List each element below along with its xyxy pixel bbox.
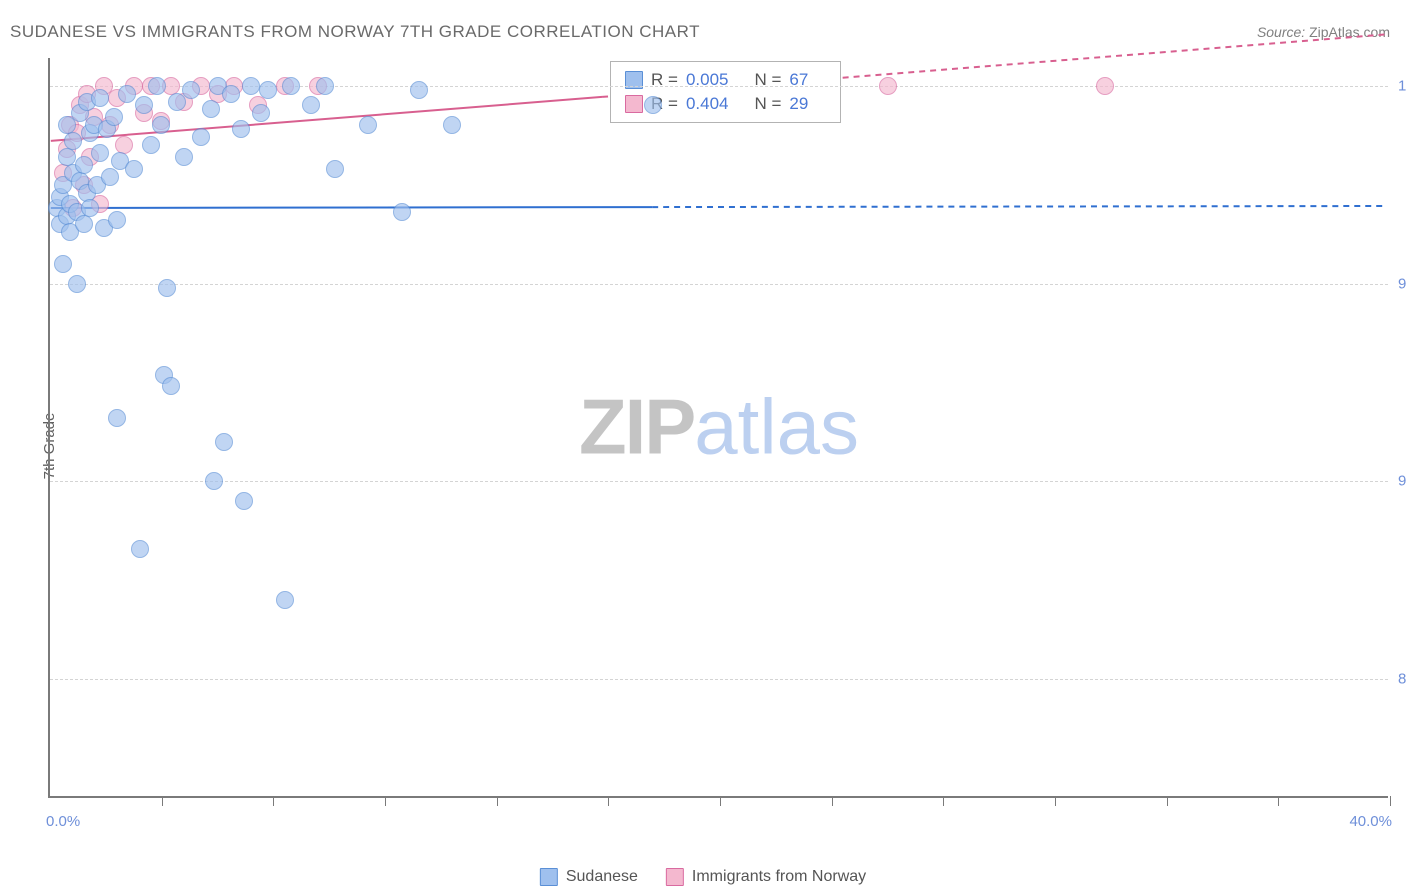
data-point xyxy=(131,540,149,558)
data-point xyxy=(242,77,260,95)
legend-item-sudanese: Sudanese xyxy=(540,868,638,886)
y-tick-label: 85.0% xyxy=(1390,671,1406,688)
data-point xyxy=(91,89,109,107)
trend-line xyxy=(652,206,1387,207)
watermark: ZIPatlas xyxy=(579,382,859,473)
data-point xyxy=(108,211,126,229)
data-point xyxy=(410,81,428,99)
x-axis-max-label: 40.0% xyxy=(1349,813,1392,830)
watermark-atlas: atlas xyxy=(694,383,859,471)
data-point xyxy=(202,100,220,118)
data-point xyxy=(64,132,82,150)
data-point xyxy=(125,160,143,178)
y-tick-label: 95.0% xyxy=(1390,275,1406,292)
data-point xyxy=(142,136,160,154)
source-value: ZipAtlas.com xyxy=(1309,24,1390,40)
data-point xyxy=(1096,77,1114,95)
series-legend: Sudanese Immigrants from Norway xyxy=(540,868,866,886)
data-point xyxy=(879,77,897,95)
legend-n-sudanese: 67 xyxy=(789,70,808,90)
trend-lines-layer xyxy=(50,58,1388,796)
data-point xyxy=(81,199,99,217)
legend-r-norway: 0.404 xyxy=(686,94,729,114)
data-point xyxy=(75,215,93,233)
gridline xyxy=(50,481,1388,482)
x-tick xyxy=(497,796,498,806)
data-point xyxy=(108,409,126,427)
gridline xyxy=(50,284,1388,285)
data-point xyxy=(222,85,240,103)
legend-n-prefix: N = xyxy=(754,70,781,90)
watermark-zip: ZIP xyxy=(579,383,694,471)
x-tick xyxy=(720,796,721,806)
x-tick xyxy=(608,796,609,806)
x-tick xyxy=(385,796,386,806)
x-tick xyxy=(1055,796,1056,806)
data-point xyxy=(192,128,210,146)
data-point xyxy=(393,203,411,221)
x-tick xyxy=(162,796,163,806)
x-axis-min-label: 0.0% xyxy=(46,813,80,830)
data-point xyxy=(182,81,200,99)
data-point xyxy=(101,168,119,186)
data-point xyxy=(54,255,72,273)
source-label: Source: xyxy=(1257,24,1305,40)
y-tick-label: 100.0% xyxy=(1390,77,1406,94)
legend-n-prefix: N = xyxy=(754,94,781,114)
data-point xyxy=(75,156,93,174)
data-point xyxy=(235,492,253,510)
data-point xyxy=(276,591,294,609)
data-point xyxy=(215,433,233,451)
data-point xyxy=(105,108,123,126)
data-point xyxy=(162,377,180,395)
data-point xyxy=(232,120,250,138)
data-point xyxy=(316,77,334,95)
gridline xyxy=(50,679,1388,680)
legend-swatch-norway xyxy=(625,95,643,113)
data-point xyxy=(148,77,166,95)
x-tick xyxy=(1390,796,1391,806)
data-point xyxy=(282,77,300,95)
legend-n-norway: 29 xyxy=(789,94,808,114)
data-point xyxy=(205,472,223,490)
chart-title: SUDANESE VS IMMIGRANTS FROM NORWAY 7TH G… xyxy=(10,22,700,42)
data-point xyxy=(359,116,377,134)
data-point xyxy=(152,116,170,134)
data-point xyxy=(118,85,136,103)
legend-item-norway: Immigrants from Norway xyxy=(666,868,866,886)
data-point xyxy=(158,279,176,297)
data-point xyxy=(175,148,193,166)
x-tick xyxy=(1167,796,1168,806)
scatter-plot-area: ZIPatlas R = 0.005 N = 67 R = 0.404 N = … xyxy=(48,58,1388,798)
data-point xyxy=(259,81,277,99)
data-point xyxy=(252,104,270,122)
legend-row-sudanese: R = 0.005 N = 67 xyxy=(625,68,826,92)
legend-label-sudanese: Sudanese xyxy=(566,868,638,886)
legend-swatch-sudanese xyxy=(540,868,558,886)
x-tick xyxy=(832,796,833,806)
data-point xyxy=(443,116,461,134)
x-tick xyxy=(1278,796,1279,806)
legend-r-sudanese: 0.005 xyxy=(686,70,729,90)
trend-line xyxy=(51,207,652,208)
data-point xyxy=(91,144,109,162)
legend-r-prefix: R = xyxy=(651,70,678,90)
y-tick-label: 90.0% xyxy=(1390,473,1406,490)
legend-swatch-norway xyxy=(666,868,684,886)
data-point xyxy=(326,160,344,178)
data-point xyxy=(68,275,86,293)
data-point xyxy=(302,96,320,114)
data-point xyxy=(135,96,153,114)
x-tick xyxy=(943,796,944,806)
source-attribution: Source: ZipAtlas.com xyxy=(1257,24,1390,40)
trend-line xyxy=(51,97,602,141)
correlation-legend: R = 0.005 N = 67 R = 0.404 N = 29 xyxy=(610,61,841,123)
legend-label-norway: Immigrants from Norway xyxy=(692,868,866,886)
data-point xyxy=(644,96,662,114)
x-tick xyxy=(273,796,274,806)
